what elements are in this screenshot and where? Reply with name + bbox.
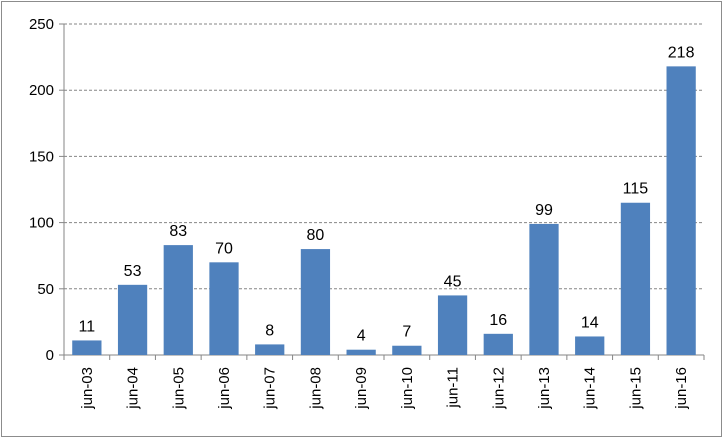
y-tick-label: 0 bbox=[46, 347, 54, 364]
x-tick-label-jun-09: jun-09 bbox=[353, 367, 370, 410]
data-label-jun-07: 8 bbox=[265, 322, 274, 339]
y-tick-label: 100 bbox=[29, 215, 54, 232]
y-tick-label: 200 bbox=[29, 82, 54, 99]
x-tick-label-jun-08: jun-08 bbox=[307, 367, 324, 410]
bar-jun-15 bbox=[620, 202, 651, 355]
x-tick-label-jun-13: jun-13 bbox=[536, 367, 553, 410]
data-label-jun-16: 218 bbox=[668, 44, 695, 61]
x-tick-label-jun-06: jun-06 bbox=[216, 367, 233, 410]
x-tick-label-jun-15: jun-15 bbox=[627, 367, 644, 410]
data-label-jun-08: 80 bbox=[307, 227, 325, 244]
x-tick-label-jun-05: jun-05 bbox=[170, 367, 187, 410]
bar-jun-13 bbox=[529, 223, 559, 355]
x-tick-label-jun-07: jun-07 bbox=[262, 367, 279, 410]
x-tick-label-jun-16: jun-16 bbox=[673, 367, 690, 410]
bar-jun-06 bbox=[209, 262, 239, 355]
y-tick-label: 150 bbox=[29, 148, 54, 165]
bar-jun-12 bbox=[483, 333, 513, 355]
x-tick-label-jun-14: jun-14 bbox=[582, 367, 599, 410]
data-label-jun-13: 99 bbox=[535, 202, 553, 219]
data-label-jun-04: 53 bbox=[124, 263, 142, 280]
data-label-jun-11: 45 bbox=[444, 273, 462, 290]
y-tick-label: 50 bbox=[37, 281, 54, 298]
x-tick-label-jun-03: jun-03 bbox=[79, 367, 96, 410]
data-label-jun-09: 4 bbox=[357, 328, 366, 345]
data-labels: 11 53 83 70 8 80 4 7 45 16 99 14 115 218 bbox=[79, 44, 695, 344]
bar-jun-14 bbox=[575, 336, 605, 355]
bar-jun-11 bbox=[437, 295, 468, 355]
bar-jun-08 bbox=[300, 249, 331, 355]
y-tick-labels: 0 50 100 150 200 250 bbox=[29, 16, 54, 364]
bar-jun-07 bbox=[255, 344, 285, 355]
bar-jun-04 bbox=[117, 284, 148, 355]
x-tick-label-jun-12: jun-12 bbox=[490, 367, 507, 410]
x-tick-labels: jun-03 jun-04 jun-05 jun-06 jun-07 jun-08 jun-… bbox=[79, 367, 690, 410]
bar-jun-16 bbox=[666, 66, 696, 356]
bar-jun-10 bbox=[392, 345, 422, 355]
data-label-jun-03: 11 bbox=[79, 318, 96, 335]
x-tick-label-jun-10: jun-10 bbox=[399, 367, 416, 410]
x-tick-label-jun-04: jun-04 bbox=[125, 367, 142, 410]
bar-jun-09 bbox=[346, 349, 376, 355]
bar-jun-05 bbox=[163, 245, 193, 355]
data-label-jun-06: 70 bbox=[215, 240, 233, 257]
y-tick-label: 250 bbox=[29, 16, 54, 33]
data-label-jun-05: 83 bbox=[169, 223, 187, 240]
gridlines bbox=[64, 23, 704, 290]
bar-jun-03 bbox=[72, 340, 102, 355]
data-label-jun-12: 16 bbox=[489, 312, 507, 329]
x-tick-label-jun-11: jun-11 bbox=[445, 367, 462, 409]
axes bbox=[59, 23, 705, 360]
data-label-jun-15: 115 bbox=[623, 181, 649, 198]
data-label-jun-10: 7 bbox=[402, 324, 411, 341]
bars bbox=[72, 66, 696, 356]
data-label-jun-14: 14 bbox=[581, 314, 599, 331]
